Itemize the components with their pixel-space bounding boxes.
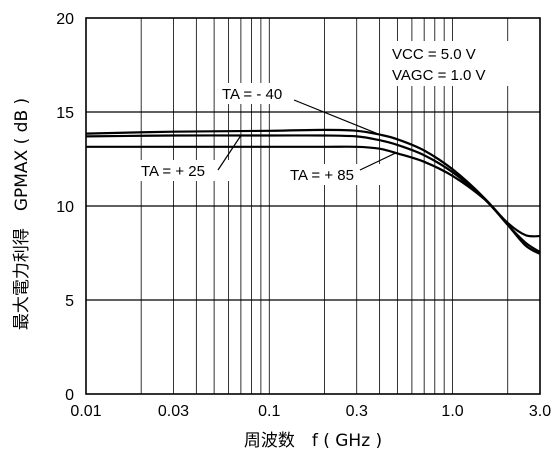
grid [86, 18, 540, 394]
x-tick-label: 0.01 [70, 403, 101, 420]
series-layer [85, 128, 541, 255]
series-label-minus40: TA = - 40 [222, 86, 282, 103]
conditions-box [388, 41, 532, 86]
condition-vagc: VAGC = 1.0 V [392, 67, 486, 84]
x-tick-label: 0.1 [258, 403, 280, 420]
y-tick-label: 10 [56, 199, 74, 216]
leader-plus25 [217, 135, 242, 171]
leader-plus85 [359, 152, 397, 171]
tick-labels: 0.01 0.03 0.1 0.3 1.0 3.0 0 5 10 15 20 [56, 11, 551, 420]
x-tick-label: 3.0 [529, 403, 551, 420]
series-label-box-plus25 [138, 160, 238, 181]
plot-frame [85, 17, 541, 395]
y-tick-label: 20 [56, 11, 74, 28]
series-leader-lines [217, 99, 397, 171]
y-tick-label: 5 [65, 293, 74, 310]
x-tick-label: 0.3 [346, 403, 368, 420]
condition-vcc: VCC = 5.0 V [392, 46, 476, 63]
x-tick-label: 0.03 [158, 403, 189, 420]
series-line-2 [85, 145, 541, 238]
series-line-1 [85, 134, 541, 255]
series-label-box-minus40 [219, 83, 319, 104]
series-label-plus25: TA = + 25 [141, 163, 205, 180]
y-axis-label: 最大電力利得 GPMAX ( dB ) [12, 98, 32, 330]
leader-minus40 [293, 99, 380, 136]
y-tick-label: 0 [65, 387, 74, 404]
y-tick-label: 15 [56, 105, 74, 122]
x-axis-label: 周波数 f ( GHz ) [244, 431, 382, 451]
series-label-plus85: TA = + 85 [290, 167, 354, 184]
series-line-0 [85, 128, 541, 254]
x-tick-label: 1.0 [441, 403, 463, 420]
